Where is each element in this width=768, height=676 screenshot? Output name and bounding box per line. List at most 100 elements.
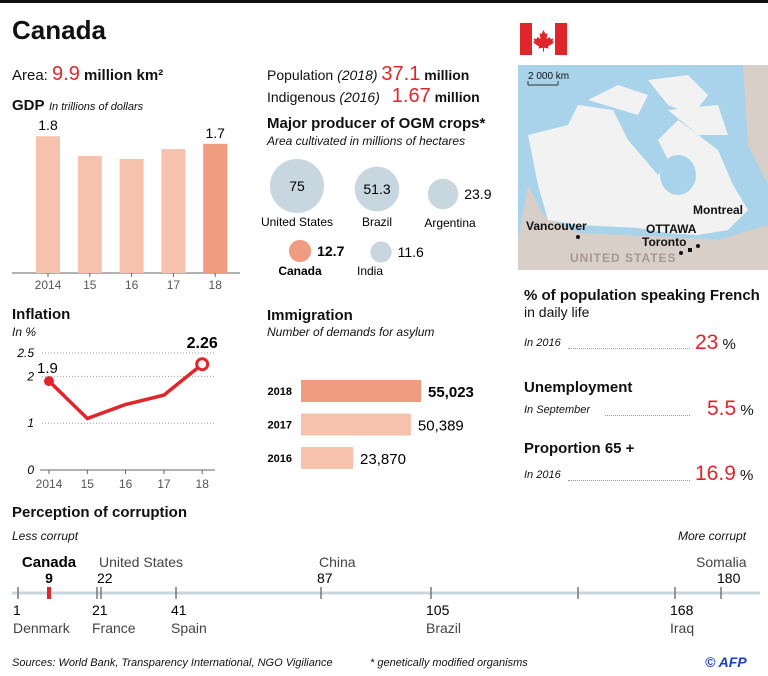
country-label: Denmark: [13, 620, 71, 636]
x-tick-label: 17: [157, 477, 171, 491]
country-label: France: [92, 620, 136, 636]
x-tick-label: 18: [196, 477, 210, 491]
unemployment-title: Unemployment: [524, 379, 633, 396]
data-label: 23,870: [360, 451, 406, 468]
y-tick-label: 0: [27, 463, 34, 477]
afp-logo: © AFP: [705, 654, 747, 670]
immigration-subtitle: Number of demands for asylum: [267, 325, 435, 339]
gdp-bar-16: [119, 159, 144, 273]
proportion65-title: Proportion 65 +: [524, 440, 635, 457]
y-tick-label: 2: [26, 369, 34, 383]
x-tick-label: 16: [125, 278, 139, 292]
proportion65-period: In 2016: [524, 469, 561, 481]
category-label: 2016: [268, 453, 292, 465]
inflation-chart: 0 1 2 2.5 2014 15 16 17 18 1.9 2.26: [16, 335, 218, 491]
x-tick-label: 15: [83, 278, 97, 292]
country-label: Somalia: [696, 554, 747, 570]
bubble-label: Canada: [278, 264, 322, 278]
data-label: 50,389: [418, 418, 464, 435]
rank-label: 9: [45, 570, 53, 586]
bubble-india: [370, 241, 392, 263]
bubble-argentina: [427, 178, 459, 210]
inflation-line: [47, 362, 204, 421]
bubble-value: 23.9: [464, 186, 491, 202]
sources: Sources: World Bank, Transparency Intern…: [12, 657, 333, 669]
data-point: [44, 376, 54, 387]
bubble-value: 11.6: [398, 244, 424, 260]
rank-label: 180: [717, 570, 741, 586]
country-label: United States: [99, 554, 183, 570]
french-period: In 2016: [524, 337, 561, 349]
rank-label: 22: [97, 570, 113, 586]
bubble-brazil: [354, 166, 400, 212]
bubble-value: 75: [289, 178, 305, 194]
data-label: 2.26: [187, 335, 218, 352]
indigenous-stat: Indigenous (2016) 1.67 million: [267, 85, 480, 107]
data-label: 1.8: [38, 117, 58, 133]
rank-label: 41: [171, 602, 187, 618]
bubble-canada: [288, 239, 312, 263]
immigration-bar-2018: [301, 380, 421, 402]
data-label: 55,023: [428, 384, 474, 401]
bubble-label: Brazil: [362, 215, 392, 229]
inflation-subtitle: In %: [12, 325, 37, 339]
city-montreal: Montreal: [693, 203, 744, 217]
gdp-bar-15: [77, 155, 102, 273]
y-tick-label: 1: [27, 416, 34, 430]
country-label: Iraq: [670, 620, 694, 636]
rank-label: 1: [13, 602, 21, 618]
immigration-chart: 2018 55,023 2017 50,389 2016 23,870: [268, 380, 474, 469]
french-title-full: % of population speaking French in daily…: [524, 287, 760, 320]
gdp-bar-17: [161, 149, 186, 273]
map-scale: 2 000 km: [528, 71, 570, 82]
french-value: 23 %: [695, 331, 736, 354]
data-point: [195, 357, 210, 372]
gdp-bar-18: [203, 143, 228, 273]
x-tick-label: 2014: [36, 477, 63, 491]
canada-flag-icon: [520, 23, 567, 55]
bubble-united-states: [270, 159, 324, 213]
city-toronto: Toronto: [642, 235, 687, 249]
category-label: 2018: [268, 386, 292, 398]
ogm-subtitle: Area cultivated in millions of hectares: [267, 134, 466, 148]
canada-map: 2 000 km Vancouver OTTAWA Toronto Montre…: [518, 65, 768, 270]
corruption-right-label: More corrupt: [678, 529, 747, 543]
unemployment-value: 5.5 %: [707, 397, 754, 420]
immigration-title: Immigration: [267, 307, 353, 324]
x-tick-label: 18: [209, 278, 223, 292]
data-label: 1.7: [205, 125, 225, 141]
population-stat: Population (2018) 37.1 million: [267, 63, 470, 85]
rank-label: 21: [92, 602, 108, 618]
corruption-title: Perception of corruption: [12, 504, 188, 521]
country-label: Canada: [22, 554, 77, 571]
corruption-left-label: Less corrupt: [12, 529, 79, 543]
x-tick-label: 16: [119, 477, 133, 491]
map-neighbor-label: UNITED STATES: [570, 251, 677, 265]
bubble-label: Argentina: [424, 216, 476, 230]
country-label: Brazil: [426, 620, 461, 636]
city-ottawa: OTTAWA: [646, 222, 697, 236]
bubble-value: 12.7: [317, 243, 344, 259]
gdp-header: GDP In trillions of dollars: [12, 97, 144, 114]
ogm-title: Major producer of OGM crops*: [267, 115, 486, 132]
x-tick-label: 2014: [35, 278, 62, 292]
data-label: 1.9: [37, 360, 58, 377]
page-title: Canada: [12, 15, 106, 45]
inflation-title: Inflation: [12, 306, 71, 323]
bubble-label: United States: [261, 215, 333, 229]
unemployment-period: In September: [524, 404, 591, 416]
gdp-chart: 2014 1.8 15 16 17 18 1.7: [12, 117, 240, 292]
immigration-bar-2016: [301, 447, 354, 469]
area-stat: Area: 9.9 million km²: [12, 63, 164, 85]
city-vancouver: Vancouver: [526, 219, 587, 233]
x-tick-label: 17: [167, 278, 181, 292]
country-label: Spain: [171, 620, 207, 636]
x-tick-label: 15: [81, 477, 95, 491]
ogm-bubble-chart: 75 United States 51.3 Brazil 23.9 Argentina 12…: [261, 159, 492, 278]
rank-label: 87: [317, 570, 333, 586]
immigration-bar-2017: [301, 413, 411, 436]
gdp-bar-2014: [36, 136, 60, 273]
rank-label: 168: [670, 602, 694, 618]
